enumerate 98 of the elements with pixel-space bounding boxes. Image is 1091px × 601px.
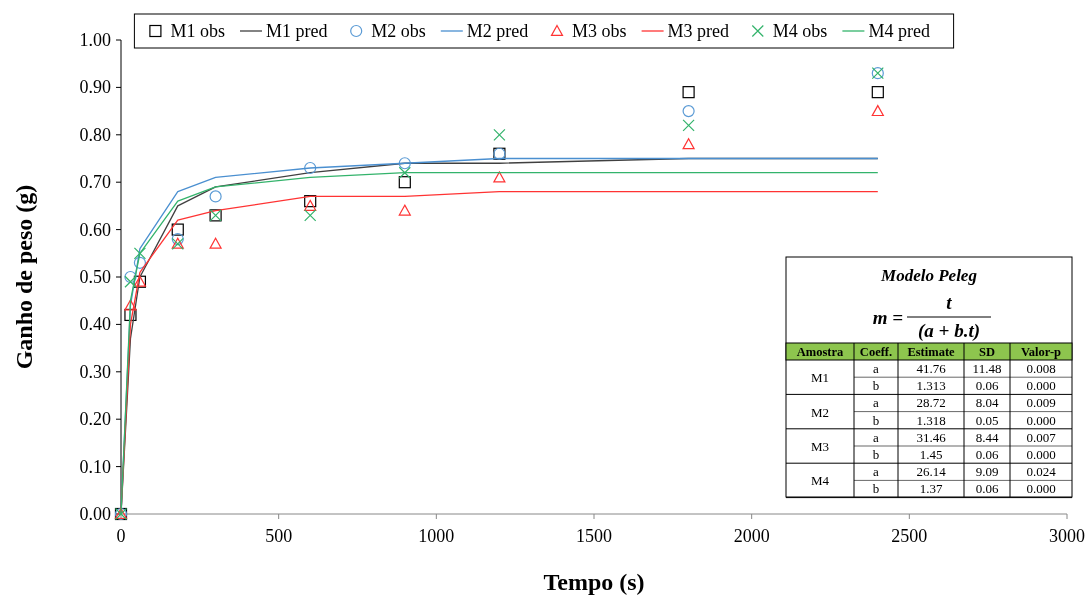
annotation: (a + b.t) bbox=[917, 320, 981, 342]
point bbox=[398, 157, 411, 170]
annotation: M2 bbox=[810, 404, 830, 420]
legend-label: M2 pred bbox=[466, 21, 529, 41]
annotation: 0.05 bbox=[975, 412, 999, 428]
x-tick-label: 2500 bbox=[891, 526, 928, 546]
annotation: 31.46 bbox=[916, 429, 947, 445]
point bbox=[304, 195, 317, 208]
point bbox=[682, 86, 695, 99]
annotation: 9.09 bbox=[975, 464, 999, 480]
annotation: M4 bbox=[810, 473, 830, 489]
y-tick-label: 0.60 bbox=[79, 219, 111, 240]
point bbox=[124, 299, 137, 311]
x-tick-label: 3000 bbox=[1049, 526, 1085, 546]
point bbox=[133, 247, 147, 260]
annotation: m = bbox=[872, 307, 903, 328]
point bbox=[493, 171, 506, 183]
point bbox=[304, 209, 317, 222]
point bbox=[682, 138, 695, 150]
point bbox=[209, 237, 222, 249]
annotation: 8.44 bbox=[975, 429, 999, 445]
legend-label: M4 obs bbox=[772, 21, 828, 41]
annotation: 8.04 bbox=[975, 395, 999, 411]
point bbox=[871, 86, 884, 99]
annotation: a bbox=[873, 464, 880, 480]
annotation: a bbox=[873, 429, 880, 445]
legend-label: M2 obs bbox=[371, 21, 426, 41]
annotation: a bbox=[873, 361, 880, 376]
point bbox=[209, 190, 222, 203]
point bbox=[124, 275, 137, 288]
y-tick-label: 0.40 bbox=[79, 314, 111, 335]
annotation: 1.318 bbox=[916, 412, 946, 428]
annotation: Valor-p bbox=[1020, 345, 1062, 359]
y-tick-label: 0.70 bbox=[79, 172, 111, 193]
y-tick-label: 0.20 bbox=[79, 409, 111, 430]
y-tick-label: 0.30 bbox=[79, 361, 111, 382]
annotation: 1.313 bbox=[916, 378, 946, 394]
point bbox=[871, 105, 884, 117]
y-tick-label: 0.00 bbox=[79, 504, 111, 524]
annotation: b bbox=[872, 447, 880, 462]
legend-label: M3 obs bbox=[572, 21, 627, 41]
point bbox=[398, 176, 411, 189]
annotation: b bbox=[872, 378, 880, 394]
legend-label: M4 pred bbox=[868, 21, 930, 41]
annotation: Amostra bbox=[796, 345, 845, 359]
annotation: 1.37 bbox=[919, 481, 943, 497]
annotation: Modelo Peleg bbox=[880, 266, 978, 285]
y-tick-label: 0.10 bbox=[79, 456, 111, 477]
x-tick-label: 500 bbox=[265, 526, 293, 546]
point bbox=[398, 166, 411, 179]
y-axis-title: Ganho de peso (g) bbox=[11, 184, 37, 370]
x-tick-label: 1000 bbox=[418, 526, 455, 546]
point bbox=[682, 119, 695, 132]
point bbox=[304, 199, 317, 211]
y-tick-label: 0.50 bbox=[79, 267, 111, 287]
point bbox=[133, 256, 147, 269]
annotation: b bbox=[872, 481, 880, 497]
annotation: Coeff. bbox=[859, 345, 893, 359]
x-tick-label: 2000 bbox=[733, 526, 770, 546]
annotation: M3 bbox=[810, 439, 830, 454]
point bbox=[398, 204, 411, 216]
annotation: b bbox=[872, 412, 880, 428]
point bbox=[171, 232, 184, 246]
point bbox=[171, 223, 184, 236]
annotation: 0.024 bbox=[1026, 464, 1057, 480]
annotation: 0.06 bbox=[975, 447, 999, 462]
y-tick-label: 1.00 bbox=[79, 30, 111, 50]
annotation: 0.06 bbox=[975, 378, 999, 394]
annotation: 0.007 bbox=[1026, 429, 1057, 445]
annotation: 0.008 bbox=[1026, 361, 1056, 376]
point bbox=[682, 105, 695, 118]
annotation: 28.72 bbox=[916, 395, 946, 411]
annotation: 0.009 bbox=[1026, 395, 1056, 411]
x-tick-label: 1500 bbox=[576, 526, 612, 546]
annotation: t bbox=[946, 292, 953, 313]
x-tick-label: 0 bbox=[116, 526, 126, 546]
annotation: 0.000 bbox=[1026, 378, 1056, 394]
y-tick-label: 0.90 bbox=[79, 77, 111, 98]
legend-label: M3 pred bbox=[667, 21, 730, 41]
annotation: M1 bbox=[810, 370, 830, 386]
annotation: 0.000 bbox=[1026, 447, 1056, 462]
y-tick-label: 0.80 bbox=[79, 124, 111, 145]
point bbox=[493, 128, 506, 141]
annotation: 41.76 bbox=[916, 361, 947, 376]
annotation: 0.000 bbox=[1026, 412, 1056, 428]
annotation: 0.06 bbox=[975, 481, 999, 497]
annotation: 0.000 bbox=[1026, 481, 1056, 497]
x-axis-title: Tempo (s) bbox=[543, 569, 645, 595]
legend-label: M1 pred bbox=[266, 21, 328, 41]
legend-label: M1 obs bbox=[170, 21, 225, 41]
annotation: 1.45 bbox=[919, 447, 943, 462]
annotation: Estimate bbox=[907, 345, 956, 359]
annotation: 26.14 bbox=[916, 464, 947, 480]
annotation: a bbox=[873, 395, 880, 411]
point bbox=[304, 161, 317, 175]
annotation: SD bbox=[979, 345, 995, 359]
annotation: 11.48 bbox=[972, 361, 1002, 376]
point bbox=[124, 270, 137, 284]
